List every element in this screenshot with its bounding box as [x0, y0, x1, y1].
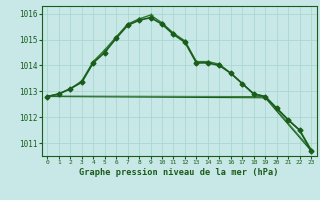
- X-axis label: Graphe pression niveau de la mer (hPa): Graphe pression niveau de la mer (hPa): [79, 168, 279, 177]
